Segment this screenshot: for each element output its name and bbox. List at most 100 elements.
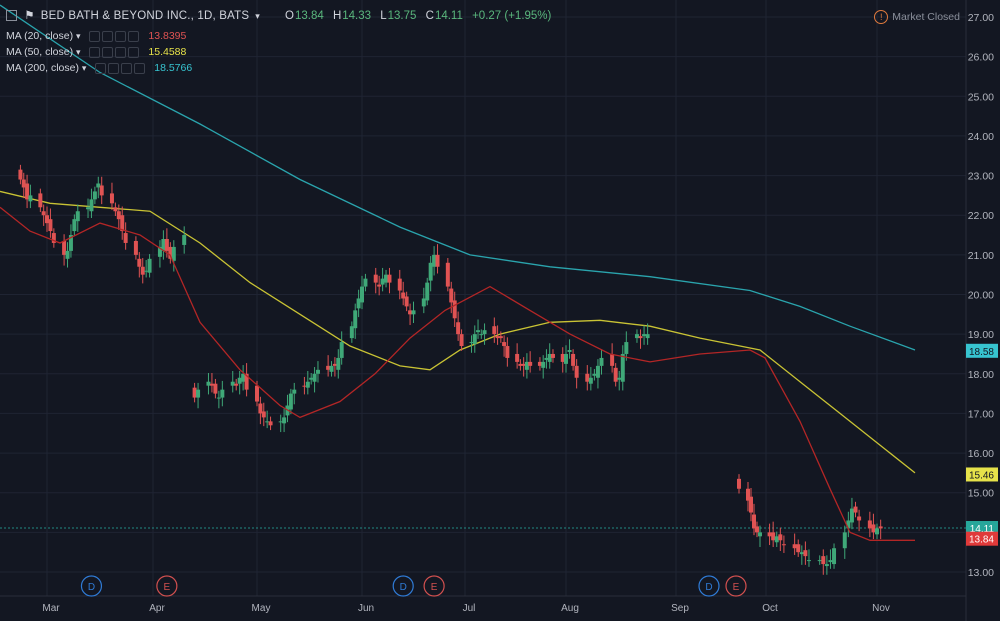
indicator-ma200[interactable]: MA (200, close) ▾ 18.5766: [6, 62, 192, 74]
candle-body: [75, 211, 80, 222]
chevron-down-icon[interactable]: ▾: [255, 11, 260, 21]
candle-body: [41, 211, 46, 216]
price-label-text: 15.46: [969, 470, 994, 481]
settings-icon[interactable]: [102, 46, 114, 58]
y-tick-label: 19.00: [968, 329, 994, 341]
candle-body: [168, 246, 173, 259]
candle-body: [435, 254, 440, 267]
candle-body: [544, 357, 549, 360]
candle-body: [452, 300, 457, 319]
visibility-icon[interactable]: [89, 30, 101, 42]
candle-body: [634, 334, 639, 339]
x-tick-label: Sep: [671, 603, 689, 614]
candle-body: [774, 536, 779, 543]
candle-body: [599, 357, 604, 366]
market-status: ! Market Closed: [874, 10, 960, 24]
settings-icon[interactable]: [102, 30, 114, 42]
indicator-value: 15.4588: [148, 46, 187, 58]
candle-body: [401, 292, 406, 299]
indicator-label: MA (200, close): [6, 62, 79, 74]
candle-body: [479, 334, 484, 336]
candle-body: [206, 381, 211, 386]
chevron-down-icon[interactable]: ▾: [81, 63, 87, 73]
candle-body: [613, 367, 618, 382]
candle-body: [312, 373, 317, 382]
candle-body: [404, 296, 409, 307]
collapse-icon[interactable]: [6, 10, 17, 22]
dividend-marker: D: [698, 575, 720, 597]
visibility-icon[interactable]: [89, 46, 101, 58]
warning-icon[interactable]: !: [874, 10, 889, 24]
candle-body: [116, 211, 121, 220]
event-label: D: [705, 582, 712, 593]
symbol-title[interactable]: BED BATH & BEYOND INC., 1D, BATS: [40, 10, 250, 22]
event-circle: [698, 575, 720, 597]
y-tick-label: 25.00: [968, 91, 994, 103]
high-value: 14.33: [342, 10, 372, 22]
ma50-line: [0, 190, 916, 474]
candle-body: [505, 346, 510, 358]
candle-body: [411, 310, 416, 315]
flag-icon[interactable]: ⚑: [24, 10, 35, 22]
y-tick-label: 18.00: [968, 369, 994, 381]
x-tick-label: May: [252, 603, 271, 614]
price-label-bg: [966, 520, 998, 535]
candle-body: [821, 556, 826, 565]
candle-body: [258, 403, 263, 414]
indicator-ma20[interactable]: MA (20, close) ▾ 13.8395: [6, 30, 186, 42]
candle-body: [329, 365, 334, 372]
candle-body: [617, 377, 622, 380]
candle-body: [620, 353, 625, 382]
price-label-text: 14.11: [970, 524, 995, 535]
event-circle: [392, 575, 414, 597]
close-icon[interactable]: [128, 46, 140, 58]
candle-body: [746, 488, 750, 501]
candle-body: [196, 389, 201, 398]
candle-body: [209, 383, 214, 386]
candle-body: [268, 421, 273, 426]
open-value: 13.84: [294, 10, 324, 22]
candle-body: [72, 219, 77, 232]
candle-body: [842, 532, 847, 549]
candle-body: [832, 548, 837, 565]
event-circle: [156, 575, 178, 597]
candle-body: [796, 544, 801, 553]
add-icon[interactable]: [115, 30, 127, 42]
candle-body: [758, 532, 762, 537]
candle-body: [28, 195, 33, 202]
chevron-down-icon[interactable]: ▾: [76, 47, 81, 57]
close-icon[interactable]: [134, 62, 146, 74]
candle-body: [92, 191, 97, 200]
candle-body: [567, 350, 572, 352]
candle-body: [564, 353, 568, 364]
add-icon[interactable]: [121, 62, 133, 74]
price-label-bg: [966, 467, 998, 482]
candle-body: [878, 526, 883, 529]
candle-body: [537, 361, 542, 366]
open-label: O: [285, 10, 294, 22]
visibility-icon[interactable]: [95, 62, 107, 74]
candles: [18, 164, 883, 575]
settings-icon[interactable]: [108, 62, 120, 74]
candle-body: [737, 478, 741, 489]
indicator-value: 13.8395: [148, 30, 187, 42]
candle-body: [595, 365, 600, 378]
candle-body: [778, 534, 783, 541]
candle-body: [377, 284, 382, 287]
indicator-ma50[interactable]: MA (50, close) ▾ 15.4588: [6, 46, 186, 58]
candle-body: [326, 365, 331, 370]
candle-body: [550, 353, 555, 358]
candle-body: [645, 334, 650, 339]
candle-body: [524, 361, 529, 370]
event-label: D: [88, 582, 95, 593]
close-icon[interactable]: [128, 30, 140, 42]
y-tick-label: 17.00: [968, 408, 994, 420]
candle-body: [216, 397, 221, 399]
candle-body: [449, 288, 454, 303]
candle-body: [749, 496, 753, 513]
candle-body: [109, 193, 114, 204]
add-icon[interactable]: [115, 46, 127, 58]
x-tick-label: Oct: [762, 603, 778, 614]
chevron-down-icon[interactable]: ▾: [76, 31, 81, 41]
